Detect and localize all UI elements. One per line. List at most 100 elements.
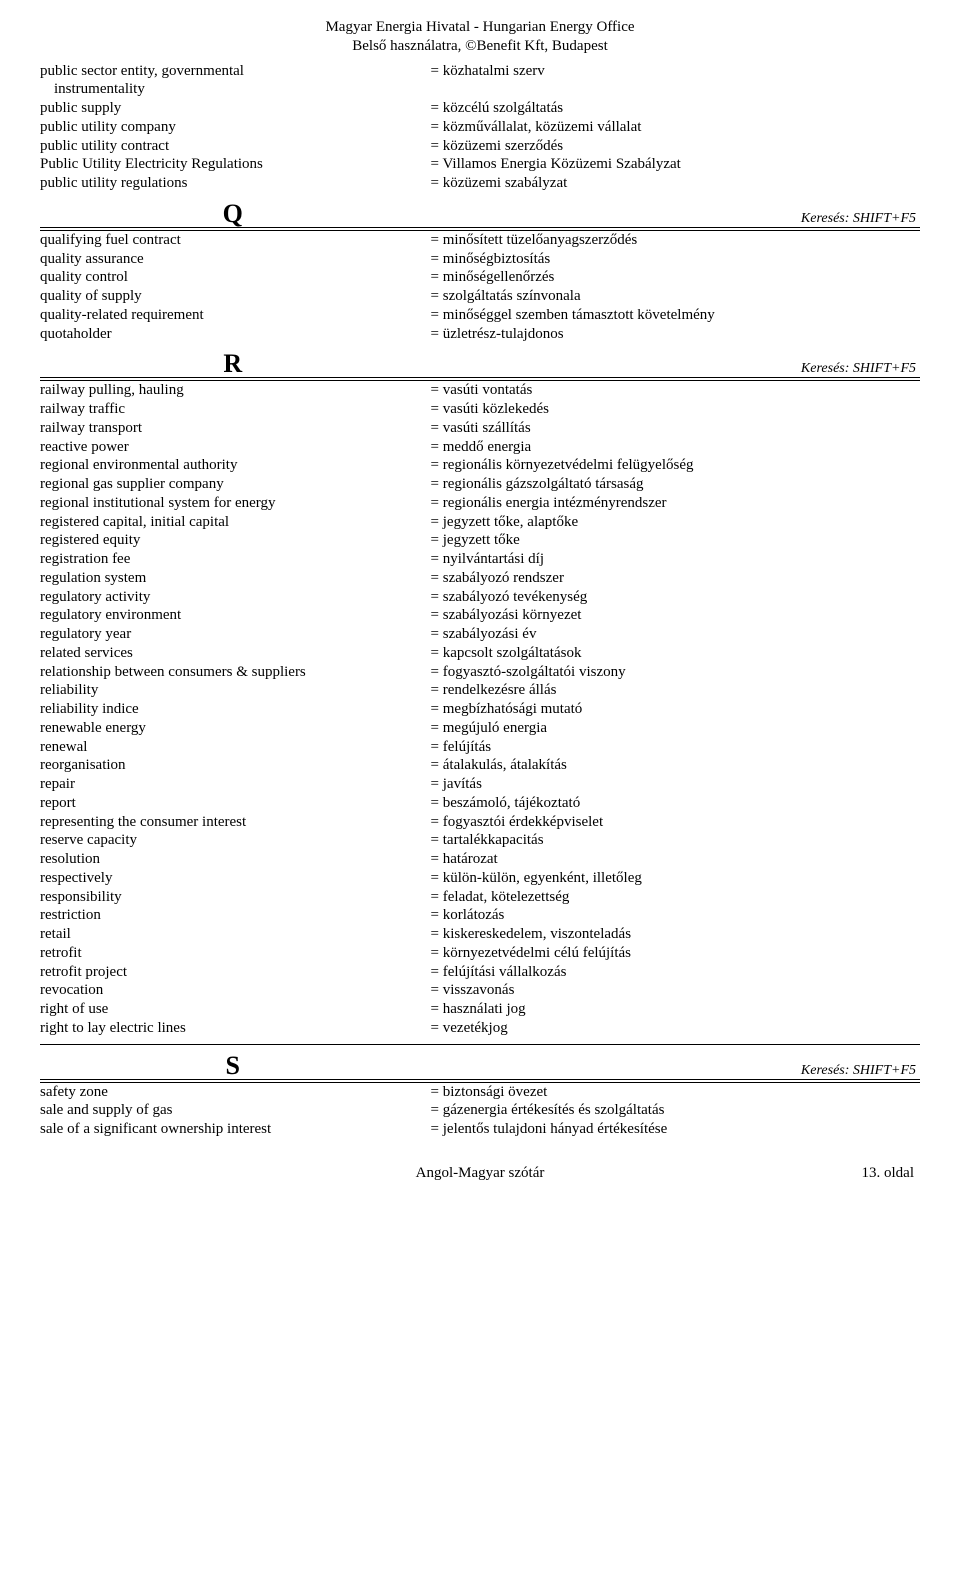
- term-hu: = jegyzett tőke: [431, 531, 920, 550]
- glossary-row: registered capital, initial capital= jeg…: [40, 513, 920, 532]
- term-en: regional gas supplier company: [40, 475, 431, 494]
- glossary-row: sale of a significant ownership interest…: [40, 1120, 920, 1139]
- glossary-row: public sector entity, governmental= közh…: [40, 62, 920, 81]
- glossary-row: regional environmental authority= region…: [40, 456, 920, 475]
- divider: [40, 1044, 920, 1045]
- glossary-row: retrofit project= felújítási vállalkozás: [40, 963, 920, 982]
- glossary-row: railway traffic= vasúti közlekedés: [40, 400, 920, 419]
- term-en: railway pulling, hauling: [40, 381, 431, 400]
- footer-center: Angol-Magyar szótár: [40, 1165, 920, 1182]
- term-en: regional institutional system for energy: [40, 494, 431, 513]
- glossary-row: sale and supply of gas= gázenergia érték…: [40, 1101, 920, 1120]
- term-hu: = szolgáltatás színvonala: [431, 287, 920, 306]
- glossary-row: safety zone= biztonsági övezet: [40, 1083, 920, 1102]
- term-en: quotaholder: [40, 325, 431, 344]
- term-en: retrofit project: [40, 963, 431, 982]
- term-en: railway transport: [40, 419, 431, 438]
- term-hu: = kapcsolt szolgáltatások: [431, 644, 920, 663]
- term-en: right to lay electric lines: [40, 1019, 431, 1038]
- term-hu: = regionális energia intézményrendszer: [431, 494, 920, 513]
- term-en: public sector entity, governmental: [40, 62, 431, 81]
- term-en: public supply: [40, 99, 431, 118]
- glossary-row: resolution= határozat: [40, 850, 920, 869]
- section-header-S: S Keresés: SHIFT+F5: [40, 1053, 920, 1083]
- term-hu: = regionális környezetvédelmi felügyelős…: [431, 456, 920, 475]
- glossary-row: representing the consumer interest= fogy…: [40, 813, 920, 832]
- term-hu: = szabályozó rendszer: [431, 569, 920, 588]
- term-en: public utility regulations: [40, 174, 431, 193]
- glossary-row: repair= javítás: [40, 775, 920, 794]
- term-en: relationship between consumers & supplie…: [40, 663, 431, 682]
- glossary-row: renewable energy= megújuló energia: [40, 719, 920, 738]
- term-hu: = minőséggel szemben támasztott követelm…: [431, 306, 920, 325]
- term-hu: = közüzemi szabályzat: [431, 174, 920, 193]
- term-en: right of use: [40, 1000, 431, 1019]
- term-en: Public Utility Electricity Regulations: [40, 155, 431, 174]
- term-hu: = határozat: [431, 850, 920, 869]
- term-en: representing the consumer interest: [40, 813, 431, 832]
- term-hu: = tartalékkapacitás: [431, 831, 920, 850]
- glossary-row: retrofit= környezetvédelmi célú felújítá…: [40, 944, 920, 963]
- term-hu: = fogyasztó-szolgáltatói viszony: [431, 663, 920, 682]
- term-en: regional environmental authority: [40, 456, 431, 475]
- glossary-row: regulatory year= szabályozási év: [40, 625, 920, 644]
- search-hint: Keresés: SHIFT+F5: [425, 361, 920, 377]
- term-en-continuation: instrumentality: [40, 80, 438, 99]
- glossary-row: related services= kapcsolt szolgáltatáso…: [40, 644, 920, 663]
- glossary-row: responsibility= feladat, kötelezettség: [40, 888, 920, 907]
- glossary-row: Public Utility Electricity Regulations= …: [40, 155, 920, 174]
- glossary-row: reactive power= meddő energia: [40, 438, 920, 457]
- term-hu: = megújuló energia: [431, 719, 920, 738]
- term-en: quality of supply: [40, 287, 431, 306]
- term-hu: = közcélú szolgáltatás: [431, 99, 920, 118]
- term-en: registered equity: [40, 531, 431, 550]
- term-en: revocation: [40, 981, 431, 1000]
- term-hu: = Villamos Energia Közüzemi Szabályzat: [431, 155, 920, 174]
- glossary-row: regional institutional system for energy…: [40, 494, 920, 513]
- term-hu: = közművállalat, közüzemi vállalat: [431, 118, 920, 137]
- glossary-row: quality control= minőségellenőrzés: [40, 268, 920, 287]
- glossary-row: regional gas supplier company= regionáli…: [40, 475, 920, 494]
- glossary-row: respectively= külön-külön, egyenként, il…: [40, 869, 920, 888]
- glossary-row: renewal= felújítás: [40, 738, 920, 757]
- term-hu: = vezetékjog: [431, 1019, 920, 1038]
- glossary-row: revocation= visszavonás: [40, 981, 920, 1000]
- glossary-row: railway pulling, hauling= vasúti vontatá…: [40, 381, 920, 400]
- term-en: qualifying fuel contract: [40, 231, 431, 250]
- glossary-row: restriction= korlátozás: [40, 906, 920, 925]
- page-footer: 13. oldal Angol-Magyar szótár: [40, 1165, 920, 1182]
- term-en: public utility company: [40, 118, 431, 137]
- section-header-R: R Keresés: SHIFT+F5: [40, 351, 920, 381]
- term-en: report: [40, 794, 431, 813]
- glossary-row: regulatory environment= szabályozási kör…: [40, 606, 920, 625]
- glossary-row: right of use= használati jog: [40, 1000, 920, 1019]
- term-hu: = visszavonás: [431, 981, 920, 1000]
- term-en: regulatory environment: [40, 606, 431, 625]
- term-en: resolution: [40, 850, 431, 869]
- glossary-row: quality of supply= szolgáltatás színvona…: [40, 287, 920, 306]
- term-hu: = kiskereskedelem, viszonteladás: [431, 925, 920, 944]
- page-header: Magyar Energia Hivatal - Hungarian Energ…: [40, 18, 920, 56]
- term-hu: = felújítási vállalkozás: [431, 963, 920, 982]
- term-en: responsibility: [40, 888, 431, 907]
- header-line-2: Belső használatra, ©Benefit Kft, Budapes…: [40, 37, 920, 56]
- glossary-row: reorganisation= átalakulás, átalakítás: [40, 756, 920, 775]
- glossary-row: public supply= közcélú szolgáltatás: [40, 99, 920, 118]
- term-hu: = szabályozási környezet: [431, 606, 920, 625]
- term-en: repair: [40, 775, 431, 794]
- glossary-row-continuation: instrumentality: [40, 80, 920, 99]
- term-hu: = környezetvédelmi célú felújítás: [431, 944, 920, 963]
- term-hu: = korlátozás: [431, 906, 920, 925]
- term-en: regulatory year: [40, 625, 431, 644]
- term-en: renewal: [40, 738, 431, 757]
- glossary-row: retail= kiskereskedelem, viszonteladás: [40, 925, 920, 944]
- section-header-Q: Q Keresés: SHIFT+F5: [40, 201, 920, 231]
- term-hu: = vasúti vontatás: [431, 381, 920, 400]
- glossary-row: reserve capacity= tartalékkapacitás: [40, 831, 920, 850]
- glossary-row: regulation system= szabályozó rendszer: [40, 569, 920, 588]
- term-hu: = nyilvántartási díj: [431, 550, 920, 569]
- glossary-block-Q: qualifying fuel contract= minősített tüz…: [40, 231, 920, 344]
- glossary-row: relationship between consumers & supplie…: [40, 663, 920, 682]
- term-hu: = minőségellenőrzés: [431, 268, 920, 287]
- term-en: restriction: [40, 906, 431, 925]
